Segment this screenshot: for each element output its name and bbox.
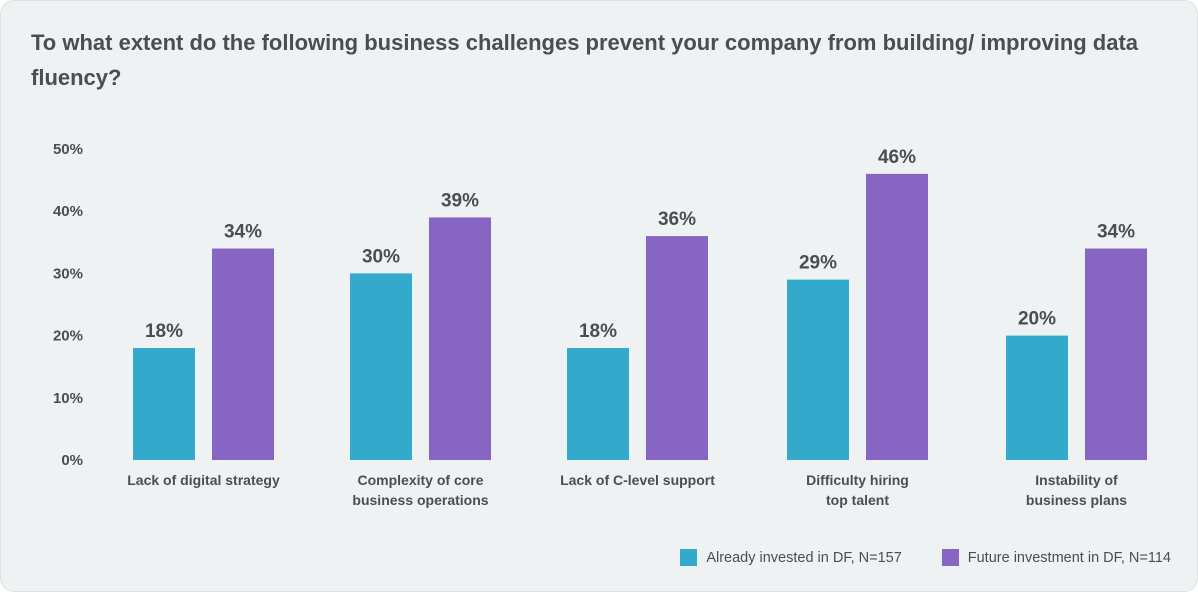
x-category-label: Complexity of core [357, 472, 483, 488]
x-category-label: Instability of [1035, 472, 1118, 488]
data-label: 46% [878, 147, 916, 168]
bar-chart: 0% 10% 20% 30% 40% 50% 18% 30% 18% 29% 20% 34% 39% 36… [53, 141, 1147, 508]
bar-already-invested [133, 348, 195, 460]
y-tick-label: 40% [53, 203, 83, 220]
data-label: 18% [145, 321, 183, 342]
x-category-label: top talent [826, 492, 889, 508]
data-label: 39% [441, 190, 479, 211]
legend-item-future-investment: Future investment in DF, N=114 [941, 549, 1171, 566]
legend-item-already-invested: Already invested in DF, N=157 [680, 549, 902, 566]
bar-future-investment [1085, 248, 1147, 460]
data-label: 34% [224, 222, 262, 243]
legend: Already invested in DF, N=157 Future inv… [680, 549, 1171, 566]
bar-future-investment [866, 173, 928, 460]
x-category-label: business operations [352, 492, 488, 508]
data-label: 30% [362, 246, 400, 267]
x-category-label: Lack of digital strategy [127, 472, 280, 488]
legend-swatch-already-invested [680, 549, 698, 566]
x-category-label: Difficulty hiring [806, 472, 909, 488]
x-category-label: business plans [1026, 492, 1127, 508]
data-label: 20% [1018, 309, 1056, 330]
data-label: 36% [658, 209, 696, 230]
y-tick-label: 10% [53, 390, 83, 407]
y-tick-label: 30% [53, 265, 83, 282]
bar-already-invested [567, 348, 629, 460]
chart-title: To what extent do the following business… [31, 30, 1139, 90]
legend-label-already-invested: Already invested in DF, N=157 [706, 549, 902, 566]
data-label: 18% [579, 321, 617, 342]
y-tick-label: 20% [53, 328, 83, 345]
data-label: 34% [1097, 222, 1135, 243]
legend-swatch-future-investment [941, 549, 959, 566]
bar-already-invested [787, 279, 849, 460]
y-tick-label: 0% [61, 452, 83, 469]
bar-future-investment [212, 248, 274, 460]
data-label: 29% [799, 253, 837, 274]
y-tick-label: 50% [53, 141, 83, 158]
bar-future-investment [646, 236, 708, 460]
bar-future-investment [429, 217, 491, 460]
bar-already-invested [350, 273, 412, 460]
legend-label-future-investment: Future investment in DF, N=114 [967, 549, 1171, 566]
bar-already-invested [1006, 335, 1068, 460]
x-category-label: Lack of C-level support [560, 472, 715, 488]
